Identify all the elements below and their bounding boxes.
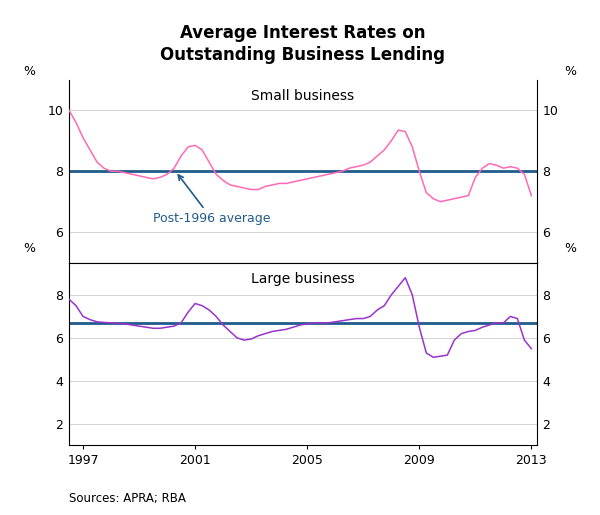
Text: %: % [564,243,576,255]
Text: Large business: Large business [251,272,355,286]
Text: Small business: Small business [251,89,355,103]
Text: Sources: APRA; RBA: Sources: APRA; RBA [69,492,186,505]
Text: Average Interest Rates on
Outstanding Business Lending: Average Interest Rates on Outstanding Bu… [161,24,445,64]
Text: %: % [23,243,35,255]
Text: Post-1996 average: Post-1996 average [153,175,271,226]
Text: %: % [564,65,576,78]
Text: %: % [23,65,35,78]
